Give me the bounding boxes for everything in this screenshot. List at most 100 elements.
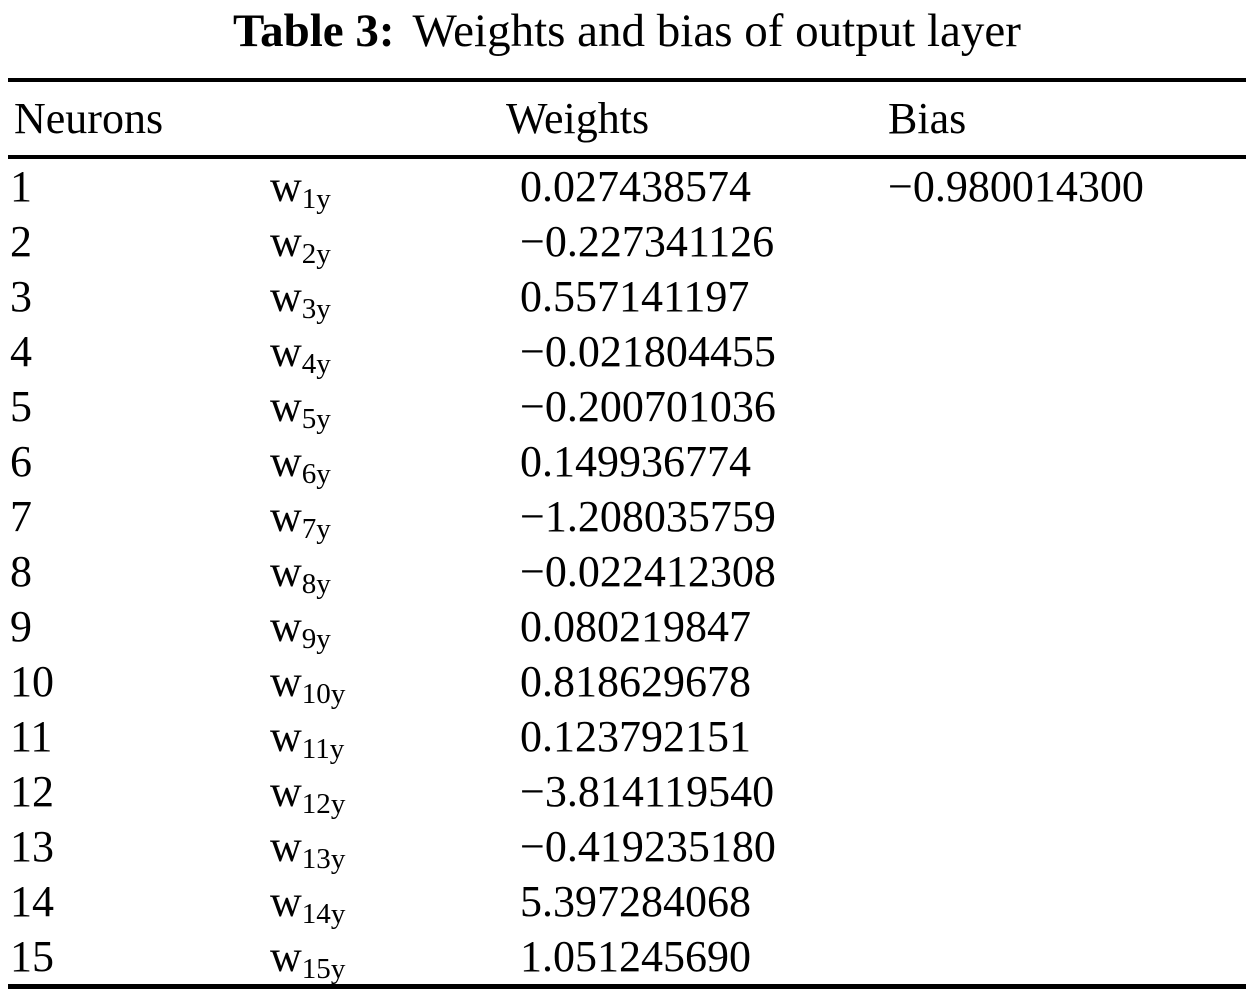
neuron-number-cell: 3 [10, 272, 32, 321]
neuron-number-cell: 2 [10, 217, 32, 266]
table-row: 12 w12y −3.814119540 [8, 764, 1246, 819]
weight-symbol-cell: w7y [268, 489, 516, 544]
table-header-row: Neurons Weights Bias [8, 82, 1246, 159]
table-row: 13 w13y −0.419235180 [8, 819, 1246, 874]
weight-value-cell: 0.818629678 [520, 657, 751, 706]
weight-symbol-base: w [270, 822, 302, 871]
column-header-weights: Weights [506, 94, 650, 143]
table-caption: Table 3: Weights and bias of output laye… [8, 0, 1246, 78]
neuron-number-cell: 6 [10, 437, 32, 486]
weight-symbol-base: w [270, 602, 302, 651]
weight-symbol-cell: w10y [268, 654, 516, 709]
weight-symbol-cell: w14y [268, 874, 516, 929]
weight-symbol-subscript: 15y [301, 952, 346, 985]
weight-value-cell: −0.022412308 [520, 547, 776, 596]
weight-value-cell: 1.051245690 [520, 932, 751, 981]
weight-value-cell: −0.419235180 [520, 822, 776, 871]
weight-symbol-subscript: 1y [301, 182, 331, 215]
weight-symbol-cell: w1y [268, 159, 516, 214]
weight-value-cell: 5.397284068 [520, 877, 751, 926]
weight-symbol-cell: w5y [268, 379, 516, 434]
table-body: 1 w1y 0.027438574 −0.980014300 2 w2y −0.… [8, 159, 1246, 984]
weight-symbol-subscript: 4y [301, 347, 331, 380]
neuron-number-cell: 7 [10, 492, 32, 541]
weight-value-cell: 0.080219847 [520, 602, 751, 651]
weight-value-cell: −0.200701036 [520, 382, 776, 431]
table-row: 8 w8y −0.022412308 [8, 544, 1246, 599]
weight-symbol-base: w [270, 217, 302, 266]
weight-symbol-cell: w11y [268, 709, 516, 764]
weight-symbol-base: w [270, 382, 302, 431]
weight-value-cell: 0.123792151 [520, 712, 751, 761]
neuron-number-cell: 8 [10, 547, 32, 596]
weight-symbol-subscript: 11y [301, 732, 345, 765]
weight-symbol-subscript: 2y [301, 237, 331, 270]
weight-symbol-cell: w3y [268, 269, 516, 324]
weight-symbol-base: w [270, 877, 302, 926]
weight-symbol-subscript: 3y [301, 292, 331, 325]
column-header-bias: Bias [888, 94, 967, 143]
weight-symbol-subscript: 13y [301, 842, 346, 875]
weights-bias-table: Neurons Weights Bias 1 w1y 0.027438574 −… [8, 78, 1246, 989]
weight-symbol-cell: w6y [268, 434, 516, 489]
table-row: 3 w3y 0.557141197 [8, 269, 1246, 324]
weight-value-cell: 0.149936774 [520, 437, 751, 486]
table-row: 11 w11y 0.123792151 [8, 709, 1246, 764]
table-row: 4 w4y −0.021804455 [8, 324, 1246, 379]
table-row: 5 w5y −0.200701036 [8, 379, 1246, 434]
table-row: 6 w6y 0.149936774 [8, 434, 1246, 489]
weight-value-cell: 0.557141197 [520, 272, 750, 321]
bias-value-cell: −0.980014300 [888, 162, 1144, 211]
neuron-number-cell: 12 [10, 767, 54, 816]
weight-symbol-base: w [270, 162, 302, 211]
weight-value-cell: −1.208035759 [520, 492, 776, 541]
weight-symbol-cell: w15y [268, 929, 516, 984]
column-header-neurons: Neurons [14, 94, 164, 143]
neuron-number-cell: 9 [10, 602, 32, 651]
weight-symbol-base: w [270, 767, 302, 816]
table-row: 14 w14y 5.397284068 [8, 874, 1246, 929]
neuron-number-cell: 1 [10, 162, 32, 211]
table-row: 2 w2y −0.227341126 [8, 214, 1246, 269]
weight-symbol-cell: w13y [268, 819, 516, 874]
weight-symbol-base: w [270, 327, 302, 376]
neuron-number-cell: 5 [10, 382, 32, 431]
weight-symbol-cell: w12y [268, 764, 516, 819]
neuron-number-cell: 13 [10, 822, 54, 871]
weight-symbol-cell: w2y [268, 214, 516, 269]
table-caption-number: Table 3: [233, 5, 395, 57]
weight-symbol-base: w [270, 492, 302, 541]
weight-symbol-subscript: 14y [301, 897, 346, 930]
weight-symbol-subscript: 8y [301, 567, 331, 600]
weight-symbol-base: w [270, 547, 302, 596]
weight-value-cell: −0.021804455 [520, 327, 776, 376]
weight-symbol-subscript: 7y [301, 512, 331, 545]
weight-symbol-base: w [270, 932, 302, 981]
neuron-number-cell: 15 [10, 932, 54, 981]
weight-symbol-base: w [270, 437, 302, 486]
weight-symbol-base: w [270, 657, 302, 706]
weight-symbol-subscript: 6y [301, 457, 331, 490]
weight-symbol-subscript: 5y [301, 402, 331, 435]
weight-symbol-cell: w8y [268, 544, 516, 599]
weight-value-cell: −3.814119540 [520, 767, 775, 816]
weight-symbol-base: w [270, 272, 302, 321]
neuron-number-cell: 14 [10, 877, 54, 926]
neuron-number-cell: 4 [10, 327, 32, 376]
table-row: 15 w15y 1.051245690 [8, 929, 1246, 984]
table-row: 1 w1y 0.027438574 −0.980014300 [8, 159, 1246, 214]
weight-symbol-subscript: 9y [301, 622, 331, 655]
weight-symbol-cell: w9y [268, 599, 516, 654]
weight-symbol-base: w [270, 712, 302, 761]
neuron-number-cell: 10 [10, 657, 54, 706]
weight-symbol-subscript: 12y [301, 787, 346, 820]
table-row: 9 w9y 0.080219847 [8, 599, 1246, 654]
neuron-number-cell: 11 [10, 712, 53, 761]
weight-value-cell: 0.027438574 [520, 162, 751, 211]
weight-symbol-cell: w4y [268, 324, 516, 379]
weight-value-cell: −0.227341126 [520, 217, 775, 266]
table-row: 7 w7y −1.208035759 [8, 489, 1246, 544]
table-row: 10 w10y 0.818629678 [8, 654, 1246, 709]
table-caption-title: Weights and bias of output layer [412, 5, 1021, 57]
